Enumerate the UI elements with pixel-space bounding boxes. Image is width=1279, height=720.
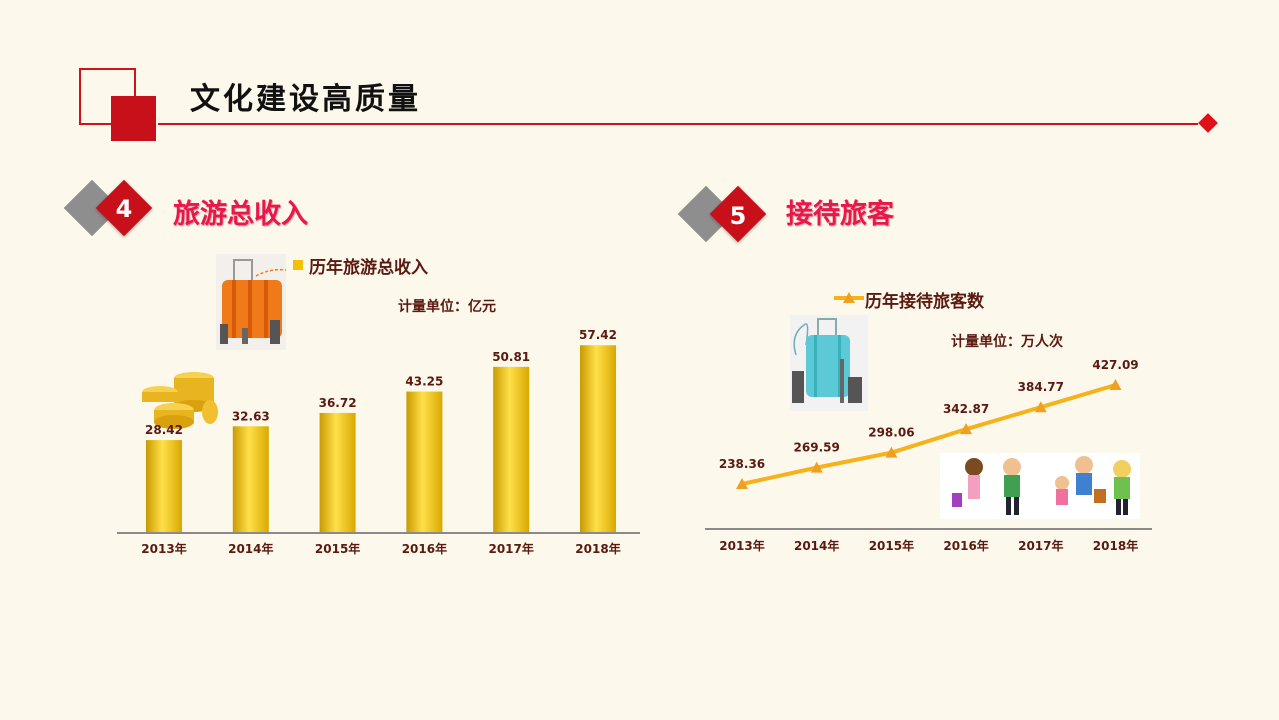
unit-left-label: 计量单位：亿元 <box>398 299 496 315</box>
title-diamond-icon <box>1198 113 1218 133</box>
legend-left-swatch <box>293 260 303 270</box>
revenue-bar-label-4: 50.81 <box>492 350 530 364</box>
suitcase-blue-icon <box>790 315 868 411</box>
revenue-x-tick-1: 2014年 <box>228 541 273 556</box>
visitors-x-tick-1: 2014年 <box>794 538 839 553</box>
title-square-decoration <box>111 96 156 141</box>
visitors-point-label-0: 238.36 <box>719 457 765 471</box>
suitcase-orange-icon <box>216 254 286 350</box>
section-right-number: 5 <box>729 202 747 230</box>
visitors-point-label-4: 384.77 <box>1018 380 1064 394</box>
visitors-x-tick-4: 2017年 <box>1018 538 1063 553</box>
title-underline <box>158 123 1198 125</box>
visitors-x-tick-3: 2016年 <box>943 538 988 553</box>
visitors-point-5 <box>1109 379 1122 390</box>
revenue-bar-4 <box>493 366 530 533</box>
revenue-x-tick-3: 2016年 <box>402 541 447 556</box>
visitors-x-tick-5: 2018年 <box>1093 538 1138 553</box>
legend-right-swatch <box>834 292 864 303</box>
revenue-bar-1 <box>232 426 269 533</box>
visitors-x-tick-2: 2015年 <box>869 538 914 553</box>
visitors-point-label-5: 427.09 <box>1092 358 1138 372</box>
revenue-x-tick-0: 2013年 <box>141 541 186 556</box>
legend-right-label: 历年接待旅客数 <box>865 292 984 312</box>
visitors-point-4 <box>1034 401 1047 413</box>
revenue-bar-label-1: 32.63 <box>232 409 270 423</box>
visitors-point-label-1: 269.59 <box>794 441 840 455</box>
revenue-x-tick-4: 2017年 <box>488 541 533 556</box>
revenue-bar-5 <box>580 345 616 533</box>
revenue-bar-0 <box>146 440 182 533</box>
revenue-x-tick-5: 2018年 <box>575 541 620 556</box>
revenue-bar-2 <box>319 412 356 533</box>
section-right-title: 接待旅客 <box>786 199 894 230</box>
revenue-x-tick-2: 2015年 <box>315 541 360 556</box>
section-left-title: 旅游总收入 <box>173 199 308 230</box>
visitors-x-tick-0: 2013年 <box>719 538 764 553</box>
legend-left-label: 历年旅游总收入 <box>309 258 428 278</box>
visitors-point-0 <box>736 478 748 489</box>
revenue-bar-label-5: 57.42 <box>579 328 617 342</box>
family-travelers-icon <box>940 453 1140 519</box>
unit-right-label: 计量单位：万人次 <box>951 334 1063 350</box>
gold-coins-icon <box>142 372 218 429</box>
page-title: 文化建设高质量 <box>190 82 421 117</box>
revenue-bar-label-3: 43.25 <box>405 375 443 389</box>
visitors-point-1 <box>810 461 823 473</box>
visitors-point-label-3: 342.87 <box>943 402 989 416</box>
visitors-point-3 <box>960 423 973 435</box>
revenue-bar-label-2: 36.72 <box>319 396 357 410</box>
visitors-point-label-2: 298.06 <box>868 426 914 440</box>
revenue-bar-3 <box>406 391 443 533</box>
visitors-point-2 <box>885 446 898 458</box>
section-left-number: 4 <box>115 195 133 223</box>
